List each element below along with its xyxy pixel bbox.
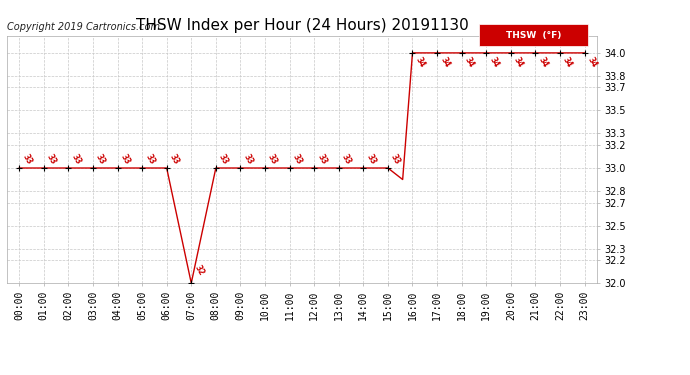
- Text: 33: 33: [266, 152, 279, 166]
- Text: 34: 34: [512, 55, 525, 69]
- Text: 33: 33: [168, 152, 181, 166]
- Text: Copyright 2019 Cartronics.com: Copyright 2019 Cartronics.com: [8, 22, 161, 32]
- Text: 34: 34: [487, 55, 500, 69]
- Text: 33: 33: [389, 152, 402, 166]
- Text: 33: 33: [290, 152, 304, 166]
- Text: THSW  (°F): THSW (°F): [506, 30, 561, 39]
- FancyBboxPatch shape: [479, 24, 588, 45]
- Text: 33: 33: [241, 152, 255, 166]
- Text: 33: 33: [45, 152, 58, 166]
- Text: 34: 34: [537, 55, 550, 69]
- Text: 33: 33: [144, 152, 157, 166]
- Text: 33: 33: [340, 152, 353, 166]
- Text: 33: 33: [94, 152, 107, 166]
- Text: 34: 34: [463, 55, 476, 69]
- Text: 32: 32: [193, 264, 206, 278]
- Text: 34: 34: [414, 55, 426, 69]
- Text: 34: 34: [586, 55, 599, 69]
- Text: 33: 33: [70, 152, 83, 166]
- Text: 34: 34: [438, 55, 451, 69]
- Title: THSW Index per Hour (24 Hours) 20191130: THSW Index per Hour (24 Hours) 20191130: [135, 18, 469, 33]
- Text: 33: 33: [119, 152, 132, 166]
- Text: 33: 33: [364, 152, 377, 166]
- Text: 33: 33: [315, 152, 328, 166]
- Text: 33: 33: [21, 152, 33, 166]
- Text: 34: 34: [561, 55, 574, 69]
- Text: 33: 33: [217, 152, 230, 166]
